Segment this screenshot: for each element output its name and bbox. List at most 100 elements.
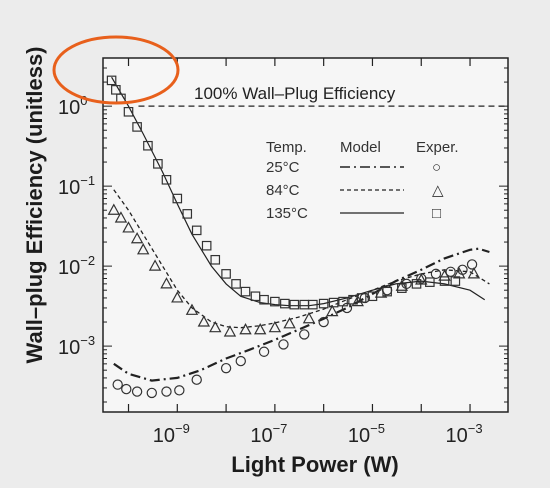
data-point-square	[221, 269, 231, 279]
series-84c	[107, 189, 490, 337]
data-point-triangle	[283, 317, 296, 329]
data-point-triangle	[239, 323, 252, 335]
data-point-circle	[258, 346, 270, 357]
data-point-square	[172, 193, 183, 204]
y-tick-label: 100	[58, 93, 87, 119]
data-point-triangle	[374, 286, 388, 298]
highlight-ellipse	[52, 35, 180, 105]
data-point-square	[106, 75, 117, 86]
data-point-circle	[112, 379, 123, 390]
legend-temp-84c: 84°C	[266, 182, 300, 199]
data-point-circle	[121, 383, 132, 395]
legend: Temp. Model Exper. 25°C ○ 84°C △ 135°C □	[266, 139, 459, 222]
data-point-square	[356, 293, 367, 303]
data-point-square	[425, 277, 435, 287]
data-point-triangle	[148, 259, 162, 271]
data-point-square	[182, 209, 193, 219]
data-point-square	[318, 298, 329, 309]
data-point-triangle	[438, 269, 451, 281]
data-point-triangle	[114, 211, 128, 223]
data-point-triangle	[197, 315, 211, 327]
data-point-triangle	[467, 267, 481, 279]
data-point-circle	[278, 339, 289, 350]
data-point-triangle	[268, 320, 282, 333]
data-point-circle	[174, 385, 185, 396]
data-point-circle	[466, 259, 478, 270]
data-point-square	[439, 276, 450, 286]
data-point-circle	[131, 386, 143, 397]
series-layer	[106, 75, 490, 399]
data-point-square	[210, 254, 221, 265]
data-point-circle	[235, 355, 246, 367]
x-axis-label: Light Power (W)	[231, 452, 398, 477]
data-point-triangle	[253, 323, 267, 335]
axis-ticks: 10−9 10−7 10−5 10−3 100 10−1 10−2 10−3	[58, 57, 508, 447]
data-point-square	[143, 140, 153, 151]
model-line	[113, 189, 490, 329]
data-point-triangle	[130, 231, 144, 244]
data-point-circle	[146, 387, 157, 399]
data-point-square	[382, 286, 392, 297]
legend-marker-circle: ○	[432, 159, 441, 176]
data-point-triangle	[122, 221, 135, 233]
data-point-triangle	[326, 304, 339, 317]
data-point-square	[367, 291, 378, 302]
data-point-triangle	[351, 294, 364, 307]
legend-temp-135c: 135°C	[266, 205, 308, 222]
data-point-square	[111, 85, 121, 95]
data-point-square	[201, 240, 212, 251]
data-point-square	[328, 297, 339, 308]
data-point-square	[191, 225, 202, 236]
legend-marker-square: □	[432, 205, 441, 222]
data-point-triangle	[209, 320, 222, 333]
data-point-square	[132, 122, 142, 132]
x-tick-label: 10−7	[250, 421, 287, 447]
data-point-triangle	[171, 291, 184, 303]
x-tick-label: 10−9	[153, 421, 190, 447]
data-point-square	[259, 294, 269, 305]
data-point-square	[161, 175, 172, 185]
x-tick-label: 10−5	[348, 421, 385, 447]
data-point-square	[123, 106, 134, 117]
data-point-triangle	[160, 277, 173, 289]
data-point-square	[280, 298, 290, 309]
x-tick-label: 10−3	[445, 421, 482, 447]
data-point-triangle	[107, 203, 121, 215]
data-point-square	[231, 279, 241, 289]
legend-header-temp: Temp.	[266, 139, 307, 156]
data-point-triangle	[302, 311, 316, 324]
data-point-circle	[299, 329, 310, 340]
data-point-triangle	[223, 325, 237, 337]
legend-marker-triangle: △	[432, 182, 444, 199]
data-point-square	[240, 286, 251, 297]
legend-header-model: Model	[340, 139, 381, 156]
data-point-circle	[220, 362, 232, 374]
data-point-triangle	[185, 303, 199, 315]
data-point-square	[397, 283, 407, 293]
data-point-circle	[430, 268, 442, 280]
series-135c	[106, 75, 486, 310]
data-point-circle	[161, 386, 172, 397]
efficiency-100-percent-label: 100% Wall–Plug Efficiency	[194, 84, 396, 103]
data-point-triangle	[136, 243, 150, 255]
model-line	[113, 247, 490, 382]
plot-frame	[102, 57, 509, 413]
data-point-circle	[191, 374, 202, 385]
y-tick-label: 10−3	[58, 333, 95, 359]
legend-header-exper: Exper.	[416, 139, 459, 156]
data-point-triangle	[395, 279, 409, 291]
data-point-square	[338, 296, 348, 307]
reference-line-group: 100% Wall–Plug Efficiency	[138, 84, 508, 107]
legend-temp-25c: 25°C	[266, 159, 300, 176]
y-tick-label: 10−1	[58, 173, 95, 199]
data-point-square	[411, 279, 422, 289]
y-axis-label: Wall–plug Efficiency (unitless)	[22, 46, 47, 363]
data-point-square	[289, 299, 300, 310]
data-point-square	[153, 159, 163, 169]
y-tick-label: 10−2	[58, 253, 95, 279]
data-point-square	[270, 296, 280, 307]
data-point-circle	[318, 316, 329, 328]
data-point-square	[308, 299, 318, 310]
data-point-square	[450, 276, 461, 286]
